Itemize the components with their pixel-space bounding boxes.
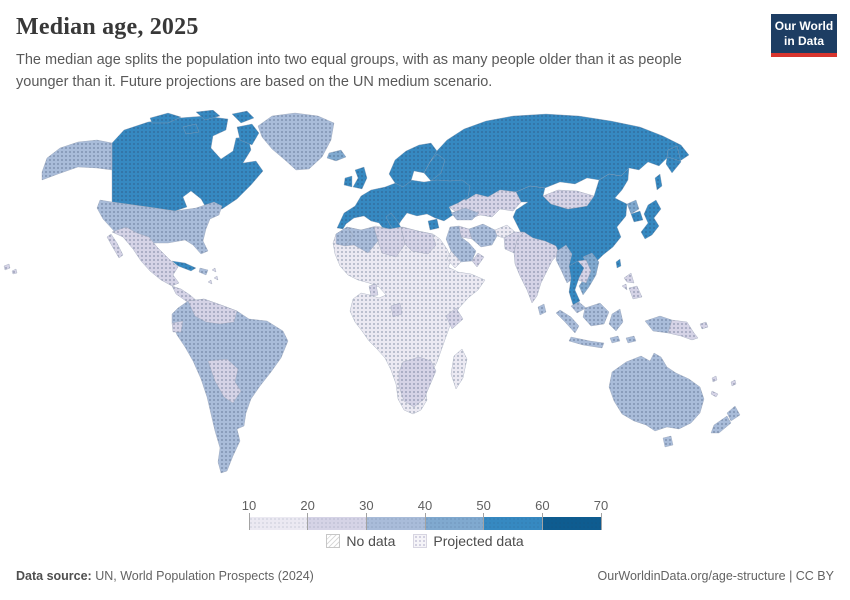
legend-bin-20-30[interactable] (307, 517, 367, 530)
region-cuba[interactable] (171, 260, 197, 272)
region-bolivia-paraguay[interactable] (207, 358, 242, 404)
region-egypt[interactable] (400, 226, 437, 255)
region-ecuador[interactable] (171, 320, 184, 333)
region-pacific-islands[interactable] (710, 375, 737, 398)
region-ghana[interactable] (368, 283, 379, 297)
region-turkey[interactable] (450, 207, 480, 221)
region-mongolia[interactable] (542, 189, 595, 210)
owid-link[interactable]: OurWorldinData.org/age-structure | CC BY (597, 569, 834, 583)
legend-bin-60-70[interactable] (542, 517, 602, 530)
region-libya[interactable] (373, 226, 406, 258)
legend-bin-30-40[interactable] (366, 517, 426, 530)
region-greenland[interactable] (257, 112, 335, 171)
region-tasmania[interactable] (662, 435, 674, 448)
region-gabon[interactable] (390, 302, 403, 318)
region-south-korea[interactable] (630, 210, 644, 223)
region-sri-lanka[interactable] (537, 303, 547, 316)
region-arctic-islands[interactable] (149, 110, 260, 146)
region-west-papua[interactable] (644, 315, 673, 334)
region-finland[interactable] (423, 153, 446, 182)
region-iran[interactable] (468, 223, 498, 248)
region-new-zealand[interactable] (710, 405, 741, 434)
region-algeria[interactable] (344, 226, 379, 254)
region-europe[interactable] (336, 179, 471, 242)
data-source-label: Data source: (16, 569, 92, 583)
region-africa[interactable] (332, 225, 486, 415)
region-iceland[interactable] (326, 149, 347, 162)
region-japan[interactable] (640, 199, 662, 240)
legend-bin-40-50[interactable] (425, 517, 484, 530)
region-taiwan[interactable] (615, 258, 622, 269)
legend-extra-row: No data Projected data (249, 533, 601, 549)
world-choropleth-map (3, 110, 741, 474)
legend-tick-70: 70 (593, 498, 609, 513)
projected-data-label: Projected data (433, 533, 524, 549)
region-madagascar[interactable] (450, 348, 468, 390)
region-hispaniola[interactable] (198, 267, 209, 276)
region-greece[interactable] (427, 218, 440, 231)
region-papua-new-guinea[interactable] (667, 319, 709, 341)
projected-data-swatch (413, 534, 428, 548)
region-mexico[interactable] (106, 226, 180, 287)
legend-tick-10: 10 (241, 498, 257, 513)
region-saudi-arabia[interactable] (445, 225, 477, 263)
chart-footer: Data source: UN, World Population Prospe… (16, 569, 834, 583)
no-data-label: No data (346, 533, 396, 549)
region-hawaii[interactable] (3, 263, 18, 275)
legend-colorbar (249, 517, 602, 530)
chart-subtitle: The median age splits the population int… (16, 52, 682, 90)
no-data-swatch (326, 534, 341, 548)
region-north-korea[interactable] (626, 199, 640, 215)
legend-bin-50-60[interactable] (483, 517, 543, 530)
legend-tick-30: 30 (359, 498, 374, 513)
region-yemen[interactable] (446, 250, 462, 269)
legend-tick-labels: 10 20 30 40 50 60 70 (242, 498, 608, 513)
region-caribbean-islands[interactable] (207, 267, 219, 285)
region-thailand[interactable] (568, 260, 585, 306)
logo-line1: Our World (774, 19, 834, 33)
region-southern-africa[interactable] (398, 356, 437, 408)
page-title: Median age, 2025 (16, 14, 199, 40)
legend-projected: Projected data (413, 533, 524, 549)
legend-bin-10-20[interactable] (249, 517, 308, 530)
region-australia[interactable] (608, 352, 705, 432)
owid-logo[interactable]: Our World in Data (771, 14, 837, 57)
region-alaska[interactable] (41, 139, 113, 181)
logo-line2: in Data (783, 34, 824, 48)
region-ireland[interactable] (343, 175, 353, 188)
region-uk[interactable] (352, 166, 368, 190)
legend-tick-40: 40 (417, 498, 433, 513)
legend-tick-50: 50 (476, 498, 491, 513)
region-indonesia[interactable] (555, 302, 637, 349)
region-philippines[interactable] (621, 272, 643, 300)
data-source: Data source: UN, World Population Prospe… (16, 569, 314, 583)
region-kenya[interactable] (445, 307, 464, 330)
region-canada[interactable] (111, 115, 264, 212)
region-india[interactable] (513, 231, 560, 304)
legend-no-data: No data (326, 533, 395, 549)
legend-tick-60: 60 (535, 498, 550, 513)
region-oman[interactable] (471, 252, 485, 268)
region-venezuela-guyanas[interactable] (187, 298, 238, 325)
legend-tick-20: 20 (300, 498, 315, 513)
data-source-text: UN, World Population Prospects (2024) (95, 569, 314, 583)
